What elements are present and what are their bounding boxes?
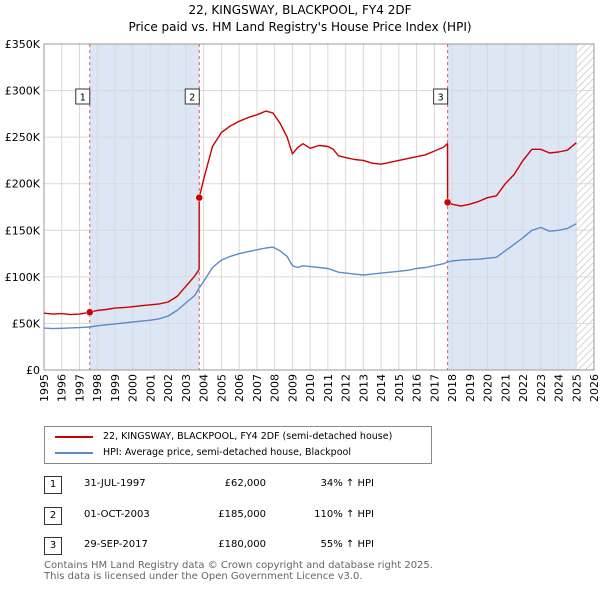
y-tick-label: £100K [5,271,41,284]
x-tick-label: 2008 [269,374,282,402]
sale-label-box-1 [75,88,91,105]
chart-title: 22, KINGSWAY, BLACKPOOL, FY4 2DF [188,3,412,17]
legend-label-property: 22, KINGSWAY, BLACKPOOL, FY4 2DF (semi-d… [103,431,393,442]
x-tick-label: 2018 [446,374,459,402]
legend-swatch-hpi [55,452,93,454]
x-tick-label: 2021 [499,374,512,402]
y-tick-label: £250K [5,131,41,144]
chart-subtitle: Price paid vs. HM Land Registry's House … [128,20,472,34]
x-tick-label: 2024 [553,374,566,402]
transaction-date: 31-JUL-1997 [84,478,146,489]
x-tick-label: 2013 [357,374,370,402]
x-tick-label: 2020 [482,374,495,402]
x-tick-label: 2025 [570,374,583,402]
footer-copyright: Contains HM Land Registry data © Crown c… [44,560,433,571]
transaction-hpi-change: 110% ↑ HPI [314,509,374,520]
legend-swatch-property [55,436,93,438]
x-tick-label: 2004 [198,374,211,402]
y-tick-label: £150K [5,224,41,237]
transaction-marker: 2 [44,507,62,525]
x-tick-label: 2014 [375,374,388,402]
x-tick-label: 1995 [38,374,51,402]
chart-legend: 22, KINGSWAY, BLACKPOOL, FY4 2DF (semi-d… [44,426,432,464]
shaded-period-2 [447,44,577,370]
x-tick-label: 2005 [215,374,228,402]
sale-label-box-2 [184,88,200,105]
y-tick-label: £0 [26,364,40,377]
x-tick-label: 2011 [322,374,335,402]
x-tick-label: 2001 [144,374,157,402]
shaded-period-1 [89,44,200,370]
x-tick-label: 2023 [535,374,548,402]
sale-label-1: 1 [80,93,86,104]
sale-point-2 [195,193,203,202]
sale-label-3: 3 [438,93,444,104]
transaction-price: £180,000 [218,539,266,550]
transaction-price: £185,000 [218,509,266,520]
x-tick-label: 2022 [517,374,530,402]
plot-frame [43,43,595,371]
transaction-date: 29-SEP-2017 [84,539,148,550]
property-price-line [43,110,577,316]
transaction-price: £62,000 [224,478,266,489]
sale-point-1 [86,308,94,317]
x-tick-label: 2007 [251,374,264,402]
x-tick-label: 2012 [340,374,353,402]
x-tick-label: 2017 [428,374,441,402]
x-tick-label: 1998 [91,374,104,402]
sale-label-box-3 [433,88,449,105]
transaction-row: 2 01-OCT-2003 £185,000 110% ↑ HPI [44,507,464,525]
x-tick-label: 2019 [464,374,477,402]
x-tick-label: 2010 [304,374,317,402]
x-tick-label: 2009 [286,374,299,402]
x-tick-label: 1999 [109,374,122,402]
x-tick-label: 1996 [56,374,69,402]
transaction-hpi-change: 34% ↑ HPI [320,478,374,489]
x-tick-label: 2000 [127,374,140,402]
transaction-row: 1 31-JUL-1997 £62,000 34% ↑ HPI [44,476,464,494]
hpi-line [43,223,577,330]
transaction-hpi-change: 55% ↑ HPI [320,539,374,550]
x-tick-label: 2015 [393,374,406,402]
price-chart: 1 2 3 £0 £50K £100K £150K £200K £250K £300K £350K 1… [5,38,600,402]
legend-label-hpi: HPI: Average price, semi-detached house,… [103,447,351,458]
y-tick-label: £300K [5,85,41,98]
transaction-marker: 3 [44,537,62,555]
y-tick-label: £50K [12,317,41,330]
legend-item-hpi: HPI: Average price, semi-detached house,… [45,446,425,460]
x-tick-label: 2003 [180,374,193,402]
y-tick-label: £200K [5,178,41,191]
x-tick-label: 2016 [411,374,424,402]
x-tick-label: 2002 [162,374,175,402]
forecast-hatch-region [576,44,594,370]
x-tick-label: 2006 [233,374,246,402]
transaction-marker: 1 [44,476,62,494]
y-tick-label: £350K [5,38,41,51]
footer-licence: This data is licensed under the Open Gov… [44,571,363,582]
sale-label-2: 2 [189,93,195,104]
sale-point-3 [443,198,452,207]
x-tick-label: 2026 [588,374,600,402]
x-tick-label: 1997 [73,374,86,402]
transaction-row: 3 29-SEP-2017 £180,000 55% ↑ HPI [44,537,464,555]
legend-item-property: 22, KINGSWAY, BLACKPOOL, FY4 2DF (semi-d… [45,430,425,444]
transaction-date: 01-OCT-2003 [84,509,150,520]
